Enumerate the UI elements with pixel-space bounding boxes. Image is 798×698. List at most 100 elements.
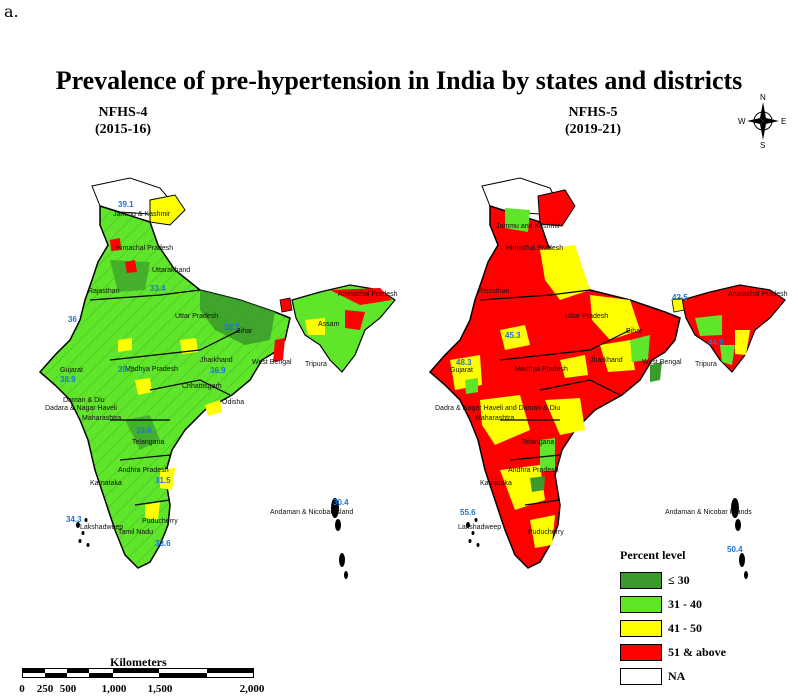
- place-label: Madhya Pradesh: [515, 366, 568, 373]
- place-label: Puducherry: [142, 518, 178, 525]
- compass-icon: N S W E: [738, 93, 786, 150]
- legend-item: 31 - 40: [620, 593, 740, 615]
- place-label: Gujarat: [450, 367, 473, 374]
- legend-label: NA: [668, 668, 686, 683]
- place-label: West Bengal: [642, 359, 682, 366]
- place-label: Puducherry: [528, 529, 564, 536]
- compass-east: E: [781, 117, 786, 126]
- scale-tick-label: 250: [36, 683, 54, 695]
- scale-tick-label: 0: [19, 683, 25, 695]
- legend-label: 31 - 40: [668, 596, 702, 611]
- value-label: 35.7: [224, 323, 240, 332]
- value-label: 48.3: [456, 358, 472, 367]
- place-label: Himachal Pradesh: [506, 245, 563, 252]
- legend-label: 41 - 50: [668, 620, 702, 635]
- place-label: Chhattisgarh: [182, 383, 222, 390]
- place-label: Tripura: [695, 361, 717, 368]
- place-label: West Bengal: [252, 359, 292, 366]
- place-label: Maharashtra: [82, 415, 121, 422]
- place-label: Rajasthan: [478, 288, 510, 295]
- place-label: Andhra Pradesh: [508, 467, 559, 474]
- value-label: 36.9: [210, 366, 226, 375]
- place-label: Assam: [318, 321, 340, 328]
- legend-swatch: [620, 667, 662, 685]
- legend-item: 51 & above: [620, 641, 740, 663]
- value-label: 33.6: [155, 539, 171, 548]
- value-label: 39.1: [118, 200, 134, 209]
- value-label: 33.6: [136, 426, 152, 435]
- panel-label-nfhs4: NFHS-4 (2015-16): [95, 104, 151, 138]
- place-label: Arunachal Pradesh: [338, 291, 398, 298]
- place-label: Dadara & Nagar Haveli: [45, 405, 117, 412]
- place-label: Lakshadweep: [80, 524, 123, 531]
- place-label: Jharkhand: [590, 357, 623, 364]
- value-label: 38.9: [60, 375, 76, 384]
- compass-south: S: [760, 141, 765, 150]
- place-label: Himachal Pradesh: [116, 245, 173, 252]
- value-label: 36: [68, 315, 77, 324]
- place-label: Andhra Pradesh: [118, 467, 169, 474]
- figure-label: a.: [4, 2, 19, 21]
- legend-item: NA: [620, 665, 740, 687]
- legend-swatch: [620, 643, 662, 661]
- legend-swatch: [620, 571, 662, 589]
- legend-label: 51 & above: [668, 644, 726, 659]
- place-label: Karnataka: [90, 480, 122, 487]
- value-label: 45.3: [505, 331, 521, 340]
- place-label: Andaman & Nicobar Islands: [665, 509, 752, 516]
- survey-period: (2015-16): [95, 122, 151, 137]
- value-label: 30.4: [333, 498, 349, 507]
- place-label: Daman & Diu: [63, 397, 105, 404]
- place-label: Uttar Pradesh: [565, 313, 608, 320]
- map-nfhs5: Jammu and Kashmir Himachal Pradesh Rajas…: [428, 177, 788, 579]
- place-label: Tripura: [305, 361, 327, 368]
- place-label: Odisha: [222, 399, 244, 406]
- legend-item: ≤ 30: [620, 569, 740, 591]
- place-label: Bihar: [236, 328, 253, 335]
- value-label: 31.5: [155, 476, 171, 485]
- scale-tick-label: 1,500: [147, 683, 173, 695]
- place-label: Andaman & Nicobar Island: [270, 509, 353, 516]
- place-label: Madhya Pradesh: [125, 366, 178, 373]
- map-nfhs4: Jammu & Kashmir Himachal Pradesh Uttarak…: [38, 177, 398, 579]
- place-label: Jharkhand: [200, 357, 233, 364]
- scale-tick-label: 2,000: [239, 683, 265, 695]
- scale-tick-label: 1,000: [101, 683, 127, 695]
- legend-item: 41 - 50: [620, 617, 740, 639]
- place-label: Karnataka: [480, 480, 512, 487]
- legend-swatch: [620, 595, 662, 613]
- place-label: Maharashtra: [475, 415, 514, 422]
- value-label: 55.6: [460, 508, 476, 517]
- value-label: 34.3: [66, 515, 82, 524]
- value-label: 50.4: [727, 545, 743, 554]
- survey-name: NFHS-4: [98, 105, 148, 120]
- legend-swatch: [620, 619, 662, 637]
- place-label: Tamil Nadu: [118, 529, 153, 536]
- place-label: Jammu and Kashmir: [496, 223, 561, 230]
- survey-name: NFHS-5: [568, 105, 618, 120]
- map-title: Prevalence of pre-hypertension in India …: [55, 66, 743, 95]
- value-label: 39.1: [118, 365, 134, 374]
- place-label: Bihar: [626, 328, 643, 335]
- place-label: Telangana: [132, 439, 164, 446]
- compass-west: W: [738, 117, 746, 126]
- scale-bar-graphic: [22, 668, 254, 678]
- legend: Percent level ≤ 30 31 - 40 41 - 50 51 & abo…: [620, 548, 740, 689]
- place-label: Telangana: [522, 439, 554, 446]
- place-label: Jammu & Kashmir: [113, 211, 171, 218]
- legend-label: ≤ 30: [668, 572, 690, 587]
- value-label: 44.9: [708, 338, 724, 347]
- panel-label-nfhs5: NFHS-5 (2019-21): [565, 104, 621, 138]
- scale-tick-label: 500: [59, 683, 77, 695]
- survey-period: (2019-21): [565, 122, 621, 137]
- place-label: Rajasthan: [88, 288, 120, 295]
- value-label: 42.5: [672, 293, 688, 302]
- place-label: Uttar Pradesh: [175, 313, 218, 320]
- place-label: Uttarakhand: [152, 267, 190, 274]
- legend-title: Percent level: [620, 548, 686, 562]
- place-label: Lakshadweep: [458, 524, 501, 531]
- place-label: Dadra & Nagar Haveli and Daman & Diu: [435, 405, 560, 412]
- place-label: Gujarat: [60, 367, 83, 374]
- compass-north: N: [760, 93, 766, 102]
